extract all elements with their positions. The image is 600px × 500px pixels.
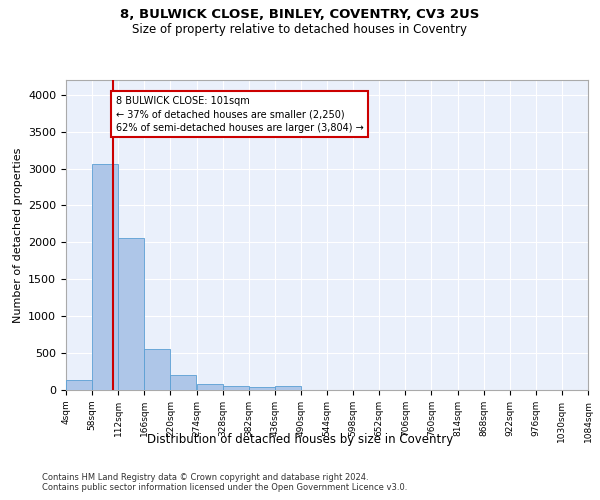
Bar (92, 164, 118, 390)
Text: Distribution of detached houses by size in Coventry: Distribution of detached houses by size … (147, 432, 453, 446)
Y-axis label: Number of detached properties: Number of detached properties (13, 148, 23, 322)
Text: Size of property relative to detached houses in Coventry: Size of property relative to detached ho… (133, 22, 467, 36)
Text: 8 BULWICK CLOSE: 101sqm
← 37% of detached houses are smaller (2,250)
62% of semi: 8 BULWICK CLOSE: 101sqm ← 37% of detache… (116, 96, 364, 132)
Text: 8, BULWICK CLOSE, BINLEY, COVENTRY, CV3 2US: 8, BULWICK CLOSE, BINLEY, COVENTRY, CV3 … (121, 8, 479, 20)
Bar (66, 380, 92, 390)
Text: Contains public sector information licensed under the Open Government Licence v3: Contains public sector information licen… (42, 482, 407, 492)
Bar (145, 348, 170, 390)
Bar (170, 375, 196, 390)
Bar (249, 387, 275, 390)
Bar (118, 238, 144, 390)
Bar (223, 386, 249, 390)
Bar (197, 384, 223, 390)
Text: Contains HM Land Registry data © Crown copyright and database right 2024.: Contains HM Land Registry data © Crown c… (42, 472, 368, 482)
Bar (275, 386, 301, 390)
